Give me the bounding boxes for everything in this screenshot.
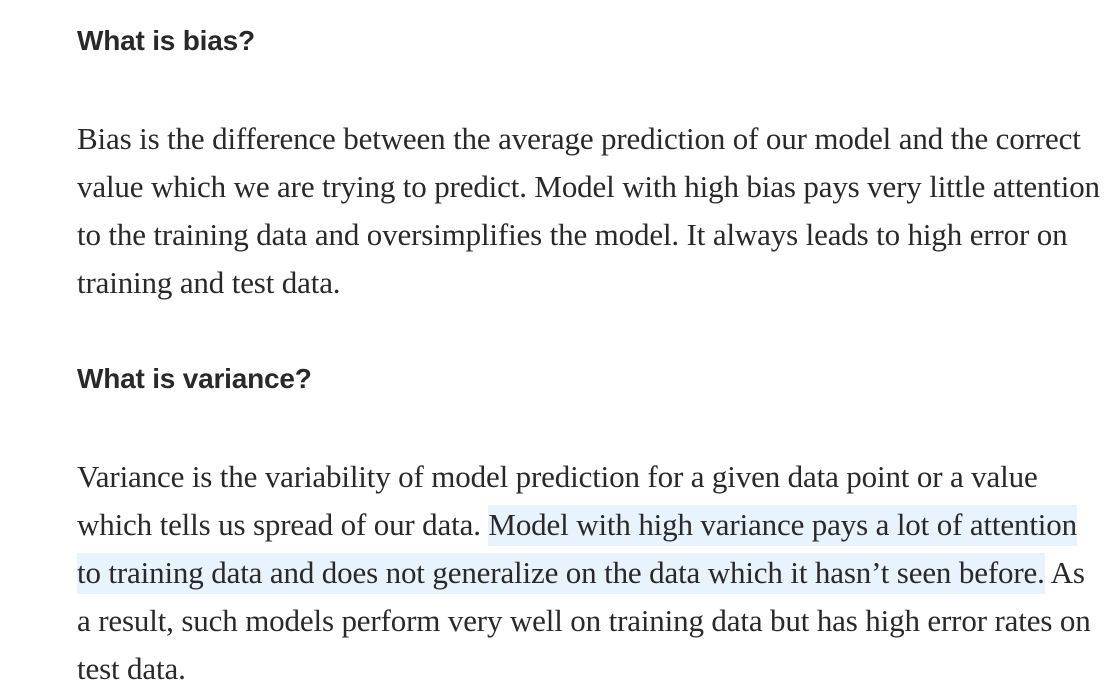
paragraph-variance-text-end[interactable]: As a result, such models perform very we…: [77, 555, 1091, 686]
paragraph-variance-text-start[interactable]: Variance is the variability of model pre…: [77, 459, 1038, 542]
paragraph-variance[interactable]: Variance is the variability of model pre…: [77, 453, 1103, 693]
paragraph-bias[interactable]: Bias is the difference between the avera…: [77, 121, 1100, 300]
section-heading-variance: What is variance?: [77, 363, 312, 394]
section-heading-bias: What is bias?: [77, 25, 255, 56]
